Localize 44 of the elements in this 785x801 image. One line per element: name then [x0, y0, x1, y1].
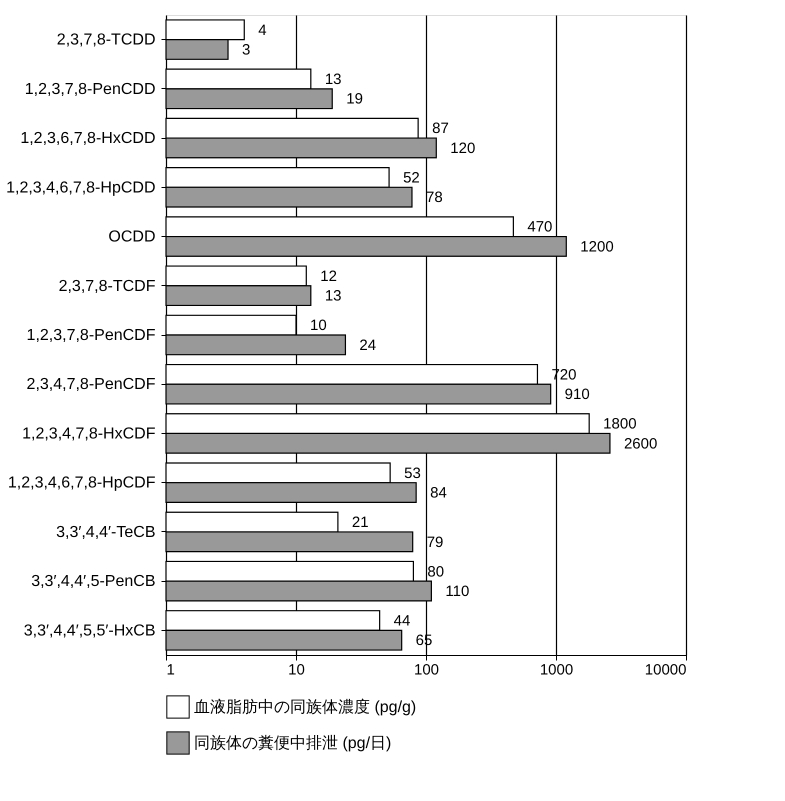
- data-label: 110: [445, 583, 470, 600]
- data-label: 910: [564, 386, 590, 404]
- y-tick-label: 1,2,3,4,6,7,8-HpCDF: [8, 474, 156, 492]
- x-tick-label: 10000: [644, 662, 686, 678]
- y-tick-label: 3,3′,4,4′,5,5′-HxCB: [24, 622, 156, 640]
- data-label: 2600: [624, 435, 658, 452]
- data-label: 3: [242, 41, 250, 58]
- data-label: 13: [324, 71, 342, 88]
- data-label: 4: [258, 22, 267, 39]
- y-tick-label: 1,2,3,7,8-PenCDF: [26, 327, 156, 344]
- data-label: 87: [432, 120, 449, 138]
- x-tick-label: 1000: [540, 662, 574, 678]
- data-label: 1800: [603, 416, 637, 433]
- y-tick-label: 1,2,3,4,6,7,8-HpCDD: [6, 179, 156, 196]
- legend-label: 血液脂肪中の同族体濃度 (pg/g): [194, 698, 416, 716]
- data-label: 80: [427, 563, 444, 580]
- data-label: 78: [426, 189, 443, 206]
- data-label: 13: [324, 288, 342, 305]
- y-tick-label: 2,3,4,7,8-PenCDF: [26, 376, 156, 394]
- y-tick-label: 1,2,3,6,7,8-HxCDD: [20, 130, 156, 148]
- y-tick-label: 2,3,7,8-TCDD: [56, 32, 156, 49]
- x-tick-label: 10: [288, 662, 305, 678]
- data-label: 44: [394, 612, 410, 630]
- data-label: 120: [450, 140, 476, 157]
- data-label: 79: [426, 534, 444, 551]
- y-tick-label: 2,3,7,8-TCDF: [58, 278, 156, 295]
- data-label: 24: [359, 336, 376, 354]
- data-label: 53: [404, 464, 421, 482]
- data-label: 21: [352, 514, 369, 532]
- y-tick-label: 1,2,3,7,8-PenCDD: [24, 80, 156, 98]
- y-tick-label: 1,2,3,4,7,8-HxCDF: [22, 425, 156, 442]
- data-label: 19: [346, 90, 363, 108]
- x-tick-label: 1: [166, 662, 175, 678]
- y-tick-label: OCDD: [108, 228, 156, 246]
- y-tick-label: 3,3′,4,4′-TeCB: [56, 524, 156, 541]
- data-label: 470: [527, 218, 552, 236]
- data-label: 12: [320, 268, 337, 285]
- legend-label: 同族体の糞便中排泄 (pg/日): [194, 734, 392, 752]
- data-label: 84: [430, 484, 447, 502]
- data-label: 52: [403, 169, 420, 186]
- data-label: 10: [310, 317, 327, 334]
- y-tick-label: 3,3′,4,4′,5-PenCB: [31, 573, 156, 590]
- data-label: 1200: [580, 238, 614, 256]
- x-tick-label: 100: [414, 662, 440, 678]
